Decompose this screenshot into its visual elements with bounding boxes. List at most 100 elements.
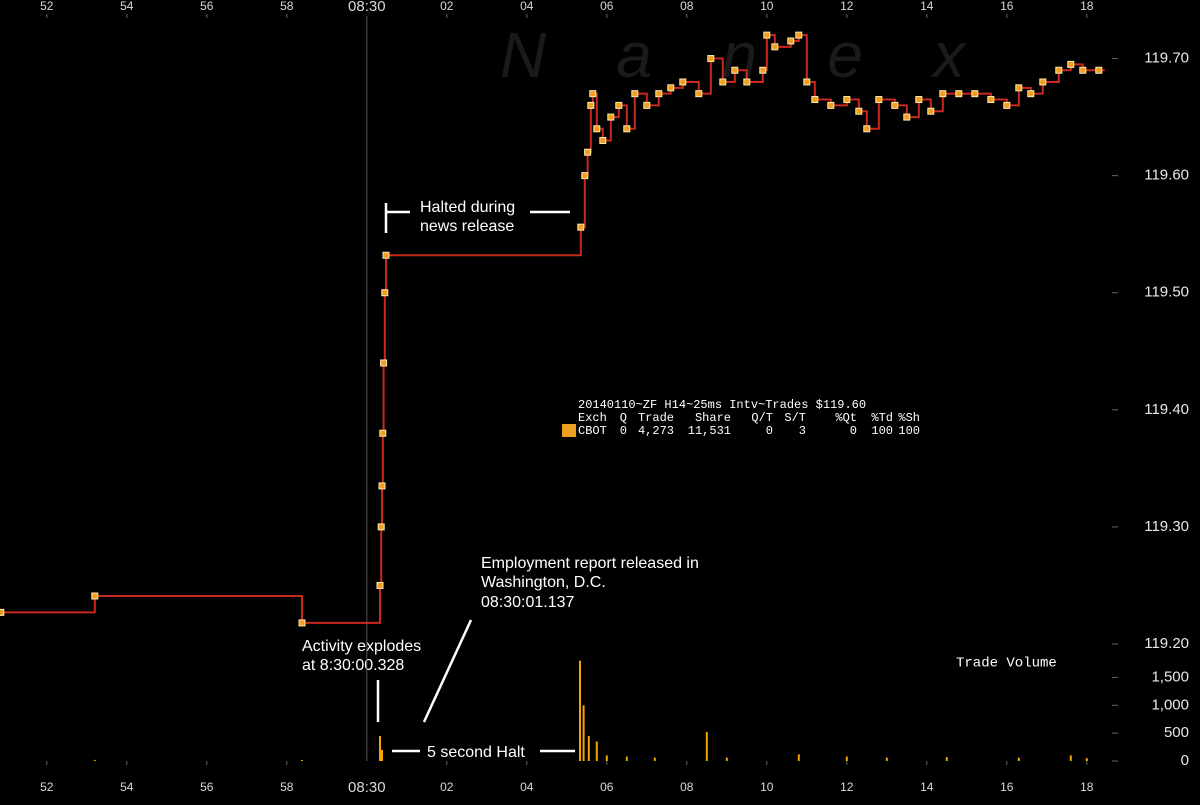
y-tick-label: 119.50 [1144,284,1189,301]
trade-marker [599,137,607,145]
volume-bar [93,759,96,761]
x-tick-label: 10 [760,0,774,13]
trade-marker [577,223,585,231]
trade-marker [1015,84,1023,92]
trade-marker [1095,66,1103,74]
trade-marker [875,96,883,104]
x-tick-label: 06 [600,780,614,794]
trade-marker [623,125,631,133]
x-tick-label: 18 [1080,0,1094,13]
trade-marker [615,101,623,109]
volume-bar [379,735,381,761]
volume-title: Trade Volume [956,656,1057,672]
volume-bar [605,755,608,761]
annotation: news release [420,218,514,235]
trade-marker [795,31,803,39]
info-title: 20140110~ZF H14~25ms Intv~Trades $119.60 [578,398,866,412]
x-tick-label: 02 [440,780,454,794]
x-tick-label: 12 [840,780,854,794]
x-tick-label: 16 [1000,780,1014,794]
trade-marker [719,78,727,86]
x-tick-label: 16 [1000,0,1014,13]
info-header: Exch [578,411,607,425]
x-tick-label: 56 [200,780,214,794]
trade-marker [1003,101,1011,109]
x-tick-label: 06 [600,0,614,13]
info-header: S/T [784,411,806,425]
volume-bar [625,756,628,761]
info-cell: 100 [898,424,920,438]
trade-marker [915,96,923,104]
y-tick-label: 119.70 [1144,50,1189,67]
watermark: Nanex [500,19,1035,91]
info-header: Trade [638,411,674,425]
trade-marker [827,101,835,109]
trade-marker [376,581,384,589]
annotations [376,203,575,753]
price-line [0,34,1105,624]
trade-marker [581,172,589,180]
x-tick-label: 08:30 [348,0,386,15]
trade-marker [378,482,386,490]
annotation: Activity explodes [302,638,421,655]
trade-marker [707,55,715,63]
info-cell: 100 [871,424,893,438]
y-tick-label: 0 [1181,752,1189,769]
trade-marker [584,148,592,156]
trade-marker [593,125,601,133]
x-tick-label: 56 [200,0,214,13]
info-header: %Qt [835,411,857,425]
info-header: %Td [871,411,893,425]
info-header: Q [620,411,627,425]
y-tick-label: 1,500 [1151,668,1189,685]
volume-bar [845,756,848,761]
trade-marker [803,78,811,86]
volume-bar [725,757,728,761]
annotation: at 8:30:00.328 [302,657,404,674]
volume-bar [301,759,303,761]
trade-marker [743,78,751,86]
y-tick-label: 119.30 [1144,518,1189,535]
x-tick-label: 52 [40,0,54,13]
trade-marker [927,107,935,115]
trade-marker [863,125,871,133]
x-tick-label: 02 [440,0,454,13]
trade-marker [381,289,389,297]
annotation: Halted during [420,199,515,216]
volume-bar [595,741,598,761]
volume-bar [579,660,581,761]
trade-marker [377,523,385,531]
trade-marker [1079,66,1087,74]
info-box: 20140110~ZF H14~25ms Intv~Trades $119.60… [562,398,920,438]
x-tick-label: 14 [920,0,934,13]
info-cell: 0 [620,424,627,438]
trade-marker [1027,90,1035,98]
y-tick-label: 119.40 [1144,401,1189,418]
volume-bar [705,732,708,761]
x-tick-label: 04 [520,780,534,794]
trade-marker [695,90,703,98]
trade-marker [0,608,5,616]
annotation: Washington, D.C. [481,574,606,591]
info-cell: 4,273 [638,424,674,438]
volume-bar [1069,755,1072,761]
trade-marker [855,107,863,115]
x-tick-label: 08:30 [348,779,386,796]
info-cell: CBOT [578,424,607,438]
trade-marker [1039,78,1047,86]
trade-marker [679,78,687,86]
trade-marker [1055,66,1063,74]
annotation: 08:30:01.137 [481,594,575,611]
trade-marker [589,90,597,98]
trade-marker [298,619,306,627]
trade-marker [759,66,767,74]
trade-marker [1067,60,1075,68]
trade-marker [811,96,819,104]
x-tick-label: 54 [120,780,134,794]
y-tick-label: 119.60 [1144,167,1189,184]
info-header: Share [695,411,731,425]
trade-marker [903,113,911,121]
trade-marker [379,429,387,437]
x-tick-label: 14 [920,780,934,794]
x-tick-label: 52 [40,780,54,794]
